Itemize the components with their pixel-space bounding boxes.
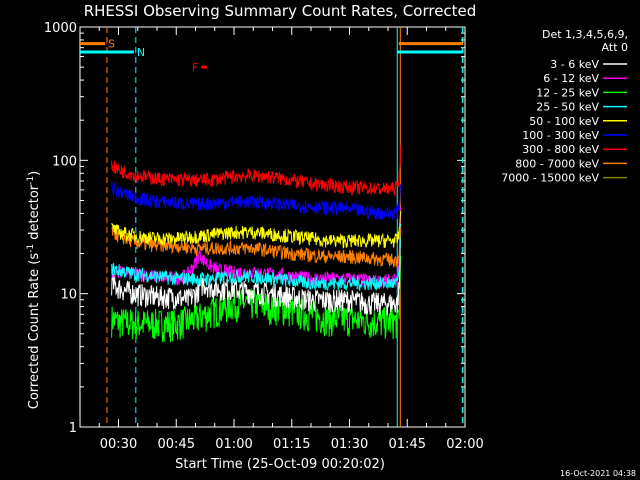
legend-label: 25 - 50 keV <box>536 101 599 114</box>
y-tick-label: 1000 <box>44 21 77 36</box>
series-line <box>111 223 402 292</box>
x-tick-label: 00:45 <box>158 437 195 452</box>
series-line <box>111 144 402 197</box>
x-tick-label: 01:15 <box>273 437 310 452</box>
x-tick-label: 02:00 <box>446 437 483 452</box>
x-tick-label: 01:30 <box>331 437 368 452</box>
y-axis-label: Corrected Count Rate (s-1 detector-1) <box>26 171 42 409</box>
chart-title: RHESSI Observing Summary Count Rates, Co… <box>84 2 477 20</box>
footer-date: 16-Oct-2021 04:38 <box>560 469 636 478</box>
legend-header-line-2: Att 0 <box>602 41 628 54</box>
flag-label: S <box>108 38 115 51</box>
plot-area: 1 10 100 1000 00:30 00:45 01:00 01:15 01:30 01:45… <box>44 21 484 452</box>
legend-label: 7000 - 15000 keV <box>501 172 599 185</box>
x-tick-label: 00:30 <box>100 437 137 452</box>
legend-label: 6 - 12 keV <box>543 72 599 85</box>
y-tick-label: 100 <box>52 154 77 169</box>
x-tick-label: 01:00 <box>215 437 252 452</box>
y-tick-label: 1 <box>69 421 77 436</box>
flag-label: F <box>192 61 198 74</box>
series-line <box>111 230 402 316</box>
legend-label: 3 - 6 keV <box>550 58 599 71</box>
x-tick-label: 01:45 <box>389 437 426 452</box>
series-line <box>111 210 402 249</box>
legend-label: 800 - 7000 keV <box>515 157 599 170</box>
series-line <box>111 224 402 268</box>
legend-label: 300 - 800 keV <box>522 143 599 156</box>
flag-label: N <box>137 46 145 59</box>
y-tick-label: 10 <box>60 288 77 303</box>
series-line <box>111 255 402 343</box>
x-axis-label: Start Time (25-Oct-09 00:20:02) <box>175 457 385 472</box>
series-line <box>111 180 402 221</box>
legend-label: 12 - 25 keV <box>536 86 599 99</box>
legend-label: 100 - 300 keV <box>522 129 599 142</box>
legend-header-line-1: Det 1,3,4,5,6,9, <box>542 28 628 41</box>
legend-label: 50 - 100 keV <box>529 115 599 128</box>
